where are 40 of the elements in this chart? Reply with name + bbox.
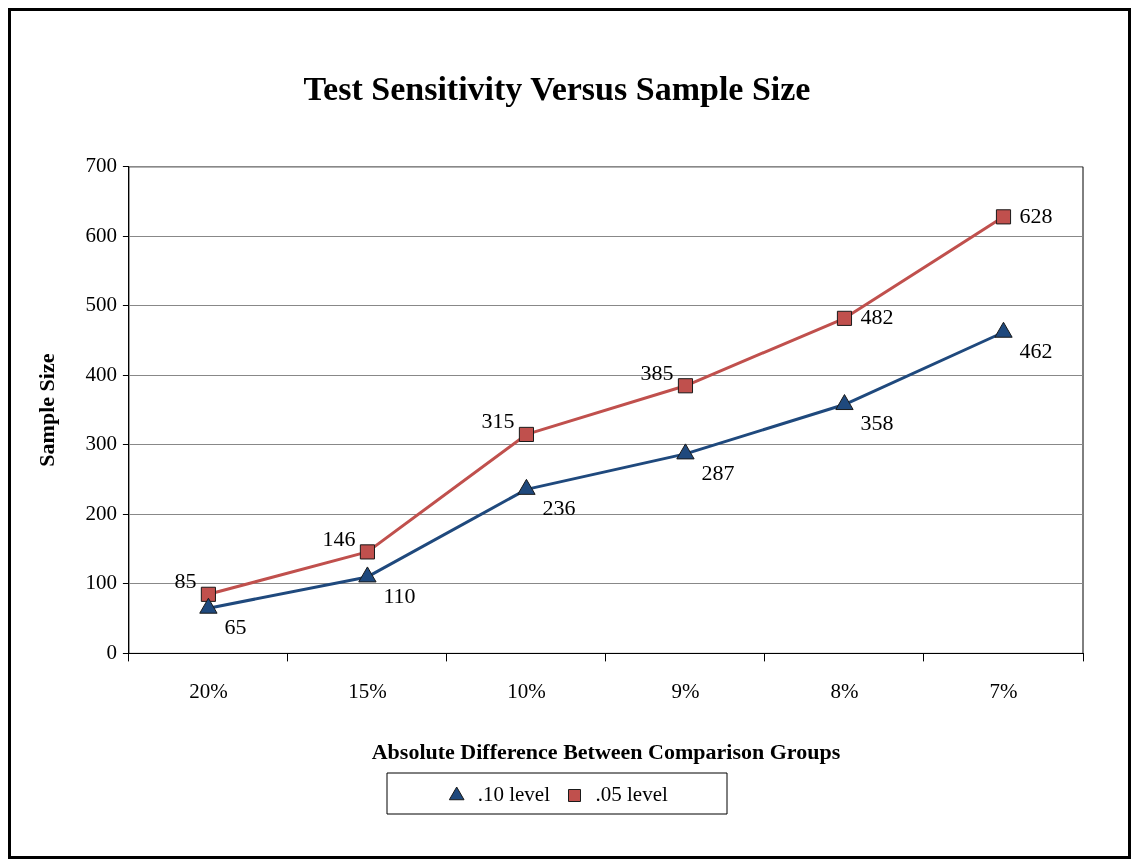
point	[836, 310, 853, 326]
x-tick-label: 10%	[507, 678, 546, 703]
data-label: 628	[1019, 202, 1053, 228]
data-label: 146	[322, 525, 356, 551]
x-tick-label: 20%	[189, 678, 228, 703]
point	[518, 426, 535, 442]
point	[517, 478, 536, 495]
data-label: 110	[383, 582, 416, 608]
y-tick-label: 400	[85, 361, 117, 386]
y-tick-label: 0	[106, 639, 117, 664]
data-label: 236	[542, 495, 576, 521]
data-label: 315	[481, 408, 515, 434]
point	[358, 566, 377, 583]
data-label: 385	[640, 359, 674, 385]
x-tick-label: 7%	[989, 678, 1018, 703]
x-tick-label: 15%	[348, 678, 387, 703]
data-label: 462	[1019, 338, 1053, 364]
y-tick-label: 300	[85, 431, 117, 456]
data-label: 358	[860, 410, 894, 436]
x-tick-label: 8%	[830, 678, 859, 703]
y-tick-label: 100	[85, 570, 117, 595]
data-label: 287	[701, 459, 735, 485]
y-tick-label: 600	[85, 222, 117, 247]
x-tick-label: 9%	[671, 678, 700, 703]
y-tick-label: 700	[85, 153, 117, 178]
legend-label: .05 level	[595, 782, 668, 807]
point	[199, 597, 218, 614]
point	[676, 443, 695, 460]
y-tick-label: 200	[85, 500, 117, 525]
y-axis-title: Sample Size	[33, 353, 59, 467]
point	[835, 394, 854, 411]
point	[995, 209, 1012, 225]
chart-title: Test Sensitivity Versus Sample Size	[303, 70, 811, 108]
data-label: 65	[224, 614, 247, 639]
data-label: 482	[860, 304, 894, 330]
data-label: 85	[174, 568, 197, 594]
point	[677, 378, 694, 394]
x-axis-title: Absolute Difference Between Comparison Groups	[371, 739, 841, 765]
y-tick-label: 500	[85, 292, 117, 317]
legend-label: .10 level	[477, 782, 551, 807]
